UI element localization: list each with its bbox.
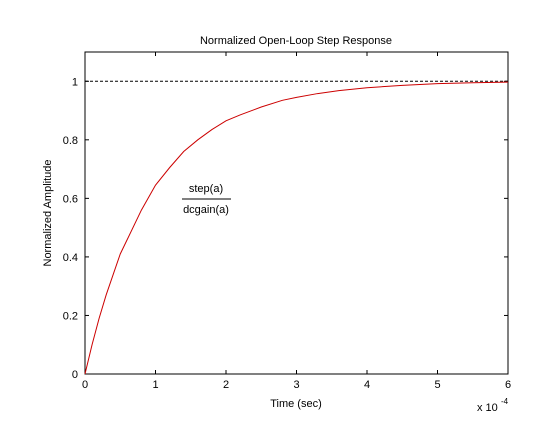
x-tick-label-5: 5 bbox=[434, 379, 440, 391]
plot-area bbox=[84, 51, 509, 375]
y-tick-label-5: 1 bbox=[72, 76, 78, 88]
series-line-0 bbox=[84, 81, 509, 375]
annotation-denominator: dcgain(a) bbox=[183, 204, 229, 216]
y-axis-label: Normalized Amplitude bbox=[42, 160, 54, 267]
y-tick-label-2: 0.4 bbox=[63, 252, 78, 264]
y-tick-label-3: 0.6 bbox=[63, 193, 78, 205]
series-layer bbox=[84, 81, 509, 375]
x-axis-label: Time (sec) bbox=[270, 398, 322, 410]
x-multiplier-exponent: -4 bbox=[501, 397, 509, 406]
chart-title: Normalized Open-Loop Step Response bbox=[200, 35, 392, 47]
y-tick-label-0: 0 bbox=[72, 369, 78, 381]
ticks-layer: 0 1 2 3 4 5 6 0 0.2 0.4 0.6 0.8 1 bbox=[63, 52, 511, 391]
x-tick-label-4: 4 bbox=[364, 379, 370, 391]
x-tick-label-0: 0 bbox=[82, 379, 88, 391]
annotation-numerator: step(a) bbox=[189, 183, 223, 195]
x-tick-label-6: 6 bbox=[505, 379, 511, 391]
y-tick-label-4: 0.8 bbox=[63, 135, 78, 147]
x-tick-label-2: 2 bbox=[223, 379, 229, 391]
y-tick-label-1: 0.2 bbox=[63, 310, 78, 322]
x-multiplier-base: x 10 bbox=[477, 402, 498, 414]
x-tick-label-1: 1 bbox=[152, 379, 158, 391]
x-tick-label-3: 3 bbox=[293, 379, 299, 391]
